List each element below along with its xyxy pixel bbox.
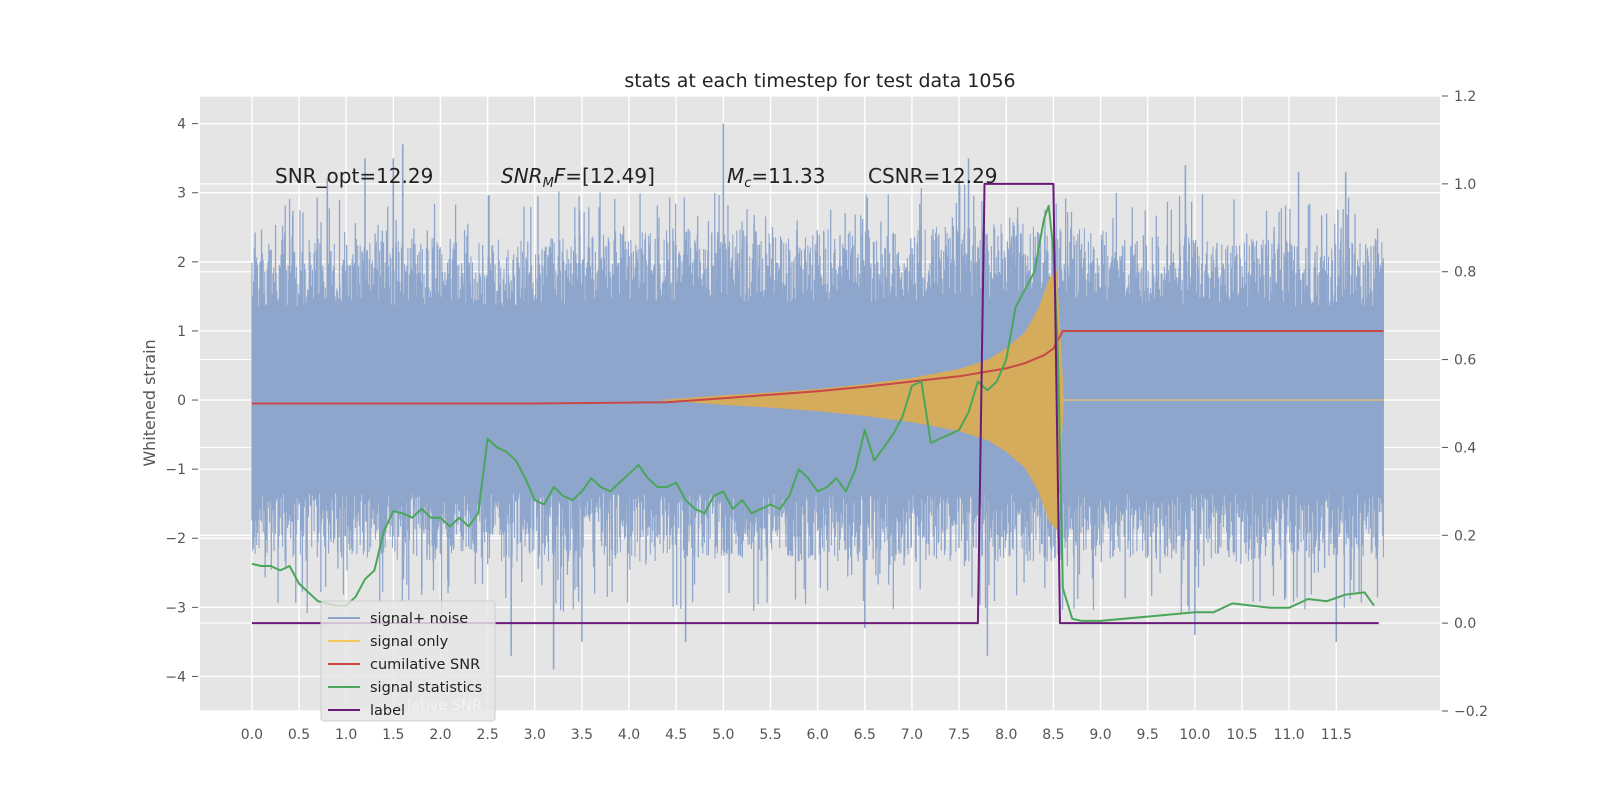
- x-tick-label-21: 10.5: [1226, 727, 1257, 743]
- y-tick-label-6: −2: [165, 531, 186, 547]
- x-tick-label-14: 7.0: [901, 727, 923, 743]
- annotation-mc-sub: c: [744, 176, 751, 191]
- y-tick-label-4: 0: [177, 393, 186, 409]
- annotation-mc-value: =11.33: [751, 164, 825, 188]
- x-tick-label-0: 0.0: [241, 727, 263, 743]
- legend-label-0: signal+ noise: [370, 611, 468, 627]
- legend: lative SNR signal+ noise signal only cumil…: [320, 600, 496, 722]
- y2-tick-label-5: 0.2: [1454, 528, 1476, 544]
- legend-box: [320, 600, 496, 722]
- annotation-snr-mf-suffix: F: [554, 164, 566, 188]
- annotation-snr-mf-sub: M: [543, 176, 554, 191]
- annotation-snr-mf-var: SNR: [501, 164, 543, 188]
- x-tick-label-2: 1.0: [335, 727, 357, 743]
- y2-tick-label-7: −0.2: [1454, 704, 1488, 720]
- y2-tick-label-3: 0.6: [1454, 353, 1476, 369]
- x-tick-label-18: 9.0: [1089, 727, 1111, 743]
- y-tick-label-3: 1: [177, 324, 186, 340]
- chart-title: stats at each timestep for test data 105…: [624, 70, 1015, 92]
- x-tick-label-10: 5.0: [712, 727, 734, 743]
- legend-label-2: cumilative SNR: [370, 657, 480, 673]
- x-tick-label-13: 6.5: [854, 727, 876, 743]
- x-tick-label-12: 6.0: [807, 727, 829, 743]
- legend-items: signal+ noise signal only cumilative SNR si…: [328, 611, 482, 719]
- axes: 0.0 0.5 1.0 1.5 2.0 2.5 3.0 3.5 4.0 4.5 5.0 5.5 6.0 6…: [165, 89, 1488, 743]
- series-line-signal-statistics: [251, 204, 1375, 622]
- series-line-cumilative-snr: [251, 330, 1384, 405]
- y-tick-label-2: 2: [177, 255, 186, 271]
- legend-label-1: signal only: [370, 634, 449, 650]
- legend-label-4: label: [370, 703, 405, 719]
- series-lines: [251, 182, 1384, 625]
- x-tick-label-19: 9.5: [1137, 727, 1159, 743]
- y2-tick-label-4: 0.4: [1454, 440, 1476, 456]
- x-tick-label-4: 2.0: [429, 727, 451, 743]
- x-tick-label-17: 8.5: [1042, 727, 1064, 743]
- legend-ghost-text: lative SNR: [407, 698, 482, 714]
- legend-label-3: signal statistics: [370, 680, 482, 696]
- x-tick-label-15: 7.5: [948, 727, 970, 743]
- series-signal-only: [657, 270, 1384, 530]
- annotation-mc-var: M: [727, 164, 744, 188]
- x-tick-label-23: 11.5: [1321, 727, 1352, 743]
- series-line-label: [251, 182, 1379, 625]
- x-tick-label-11: 5.5: [759, 727, 781, 743]
- annotation-snr-mf: SNRMF=[12.49]: [501, 164, 655, 191]
- x-tick-label-7: 3.5: [571, 727, 593, 743]
- x-tick-label-3: 1.5: [382, 727, 404, 743]
- annotation-snr-opt: SNR_opt=12.29: [275, 164, 433, 188]
- x-tick-label-8: 4.0: [618, 727, 640, 743]
- y-axis-title: Whitened strain: [140, 339, 159, 466]
- y-tick-label-1: 3: [177, 186, 186, 202]
- y2-tick-label-6: 0.0: [1454, 616, 1476, 632]
- x-tick-label-16: 8.0: [995, 727, 1017, 743]
- y-tick-label-0: 4: [177, 117, 186, 133]
- annotation-csnr: CSNR=12.29: [868, 164, 998, 188]
- y2-tick-label-2: 0.8: [1454, 265, 1476, 281]
- annotation-mc: Mc=11.33: [727, 164, 825, 191]
- y-tick-label-7: −3: [165, 600, 186, 616]
- signal-only-envelope: [657, 270, 1384, 530]
- y2-tick-label-1: 1.0: [1454, 177, 1476, 193]
- x-tick-label-20: 10.0: [1179, 727, 1210, 743]
- x-tick-label-5: 2.5: [476, 727, 498, 743]
- x-tick-label-9: 4.5: [665, 727, 687, 743]
- y2-tick-label-0: 1.2: [1454, 89, 1476, 105]
- x-tick-label-22: 11.0: [1274, 727, 1305, 743]
- x-tick-label-6: 3.0: [524, 727, 546, 743]
- x-tick-label-1: 0.5: [288, 727, 310, 743]
- y-tick-label-5: −1: [165, 462, 186, 478]
- y-tick-label-8: −4: [165, 669, 186, 685]
- annotation-snr-mf-value: =[12.49]: [565, 164, 655, 188]
